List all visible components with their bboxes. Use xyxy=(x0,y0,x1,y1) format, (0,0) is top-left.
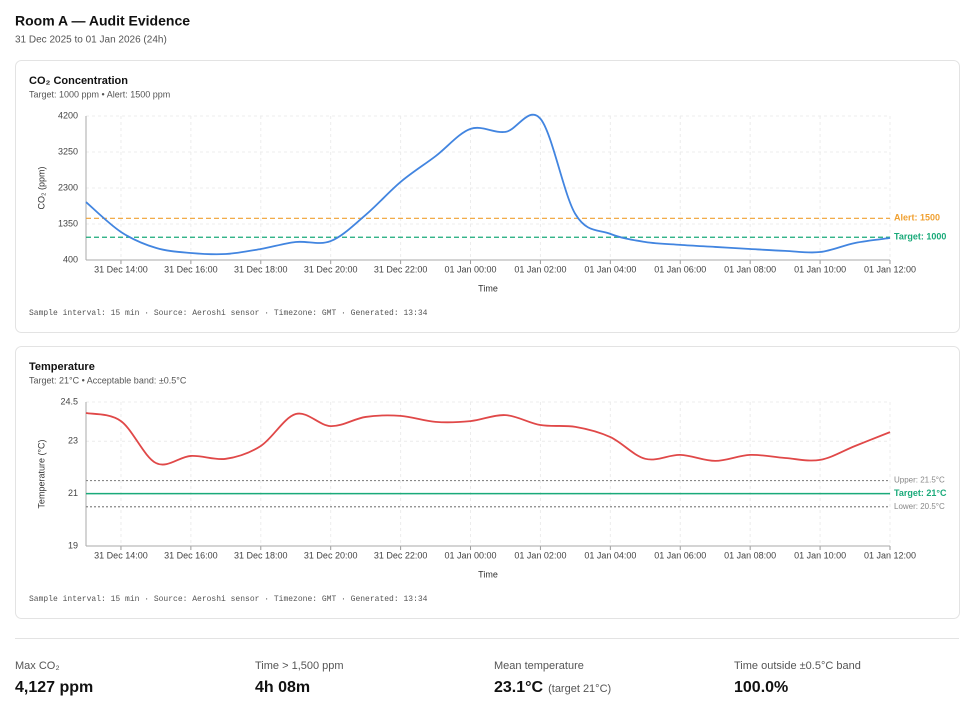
stat-label: Time outside ±0.5°C band xyxy=(734,660,861,672)
x-tick-label: 01 Jan 10:00 xyxy=(794,264,846,274)
y-tick-label: 400 xyxy=(63,254,78,264)
x-axis-label: Time xyxy=(478,283,498,293)
stat-label: Time > 1,500 ppm xyxy=(255,660,344,672)
reference-label: Lower: 20.5°C xyxy=(894,502,945,511)
x-tick-label: 31 Dec 22:00 xyxy=(374,264,428,274)
reference-label: Alert: 1500 xyxy=(894,213,940,223)
x-tick-label: 31 Dec 16:00 xyxy=(164,550,218,560)
reference-label: Target: 1000 xyxy=(894,232,946,242)
x-tick-label: 01 Jan 02:00 xyxy=(514,264,566,274)
data-line xyxy=(85,113,891,256)
chart-subtitle: Target: 1000 ppm • Alert: 1500 ppm xyxy=(29,89,170,99)
x-tick-label: 01 Jan 12:00 xyxy=(864,264,916,274)
x-tick-label: 01 Jan 08:00 xyxy=(724,264,776,274)
x-tick-label: 01 Jan 00:00 xyxy=(444,264,496,274)
stat-label: Mean temperature xyxy=(494,660,584,672)
card xyxy=(15,346,960,619)
x-tick-label: 31 Dec 16:00 xyxy=(164,264,218,274)
y-tick-label: 21 xyxy=(68,488,78,498)
stat-value: 100.0% xyxy=(734,679,788,696)
page-subtitle: 31 Dec 2025 to 01 Jan 2026 (24h) xyxy=(15,35,167,46)
x-tick-label: 01 Jan 06:00 xyxy=(654,264,706,274)
reference-label: Upper: 21.5°C xyxy=(894,476,945,485)
footnote: Sample interval: 15 min · Source: Aerosh… xyxy=(29,309,428,318)
x-tick-label: 31 Dec 18:00 xyxy=(234,264,288,274)
x-tick-label: 31 Dec 20:00 xyxy=(304,264,358,274)
x-tick-label: 01 Jan 04:00 xyxy=(584,550,636,560)
x-tick-label: 01 Jan 08:00 xyxy=(724,550,776,560)
x-axis-label: Time xyxy=(478,569,498,579)
x-tick-label: 31 Dec 14:00 xyxy=(94,550,148,560)
y-tick-label: 2300 xyxy=(58,182,78,192)
x-tick-label: 01 Jan 04:00 xyxy=(584,264,636,274)
x-tick-label: 01 Jan 10:00 xyxy=(794,550,846,560)
x-tick-label: 31 Dec 18:00 xyxy=(234,550,288,560)
y-axis-label: CO₂ (ppm) xyxy=(36,167,46,210)
x-tick-label: 01 Jan 02:00 xyxy=(514,550,566,560)
card xyxy=(15,60,960,333)
y-tick-label: 1350 xyxy=(58,218,78,228)
y-tick-label: 19 xyxy=(68,540,78,550)
page-title: Room A — Audit Evidence xyxy=(15,13,190,29)
chart-title: Temperature xyxy=(29,361,95,373)
stat-value: 4,127 ppm xyxy=(15,679,93,696)
x-tick-label: 31 Dec 14:00 xyxy=(94,264,148,274)
y-tick-label: 4200 xyxy=(58,110,78,120)
x-tick-label: 01 Jan 06:00 xyxy=(654,550,706,560)
x-tick-label: 31 Dec 22:00 xyxy=(374,550,428,560)
footnote: Sample interval: 15 min · Source: Aerosh… xyxy=(29,595,428,604)
y-tick-label: 23 xyxy=(68,436,78,446)
stat-value: 4h 08m xyxy=(255,679,310,696)
chart-subtitle: Target: 21°C • Acceptable band: ±0.5°C xyxy=(29,375,187,385)
reference-label: Target: 21°C xyxy=(894,488,947,498)
stat-label: Max CO₂ xyxy=(15,660,60,672)
y-tick-label: 3250 xyxy=(58,146,78,156)
x-tick-label: 01 Jan 12:00 xyxy=(864,550,916,560)
y-axis-label: Temperature (°C) xyxy=(36,439,46,508)
data-line xyxy=(85,412,891,466)
stat-value: 23.1°C xyxy=(494,679,544,696)
x-tick-label: 01 Jan 00:00 xyxy=(444,550,496,560)
stat-note: (target 21°C) xyxy=(548,683,611,695)
x-tick-label: 31 Dec 20:00 xyxy=(304,550,358,560)
y-tick-label: 24.5 xyxy=(60,396,78,406)
chart-title: CO₂ Concentration xyxy=(29,75,128,87)
